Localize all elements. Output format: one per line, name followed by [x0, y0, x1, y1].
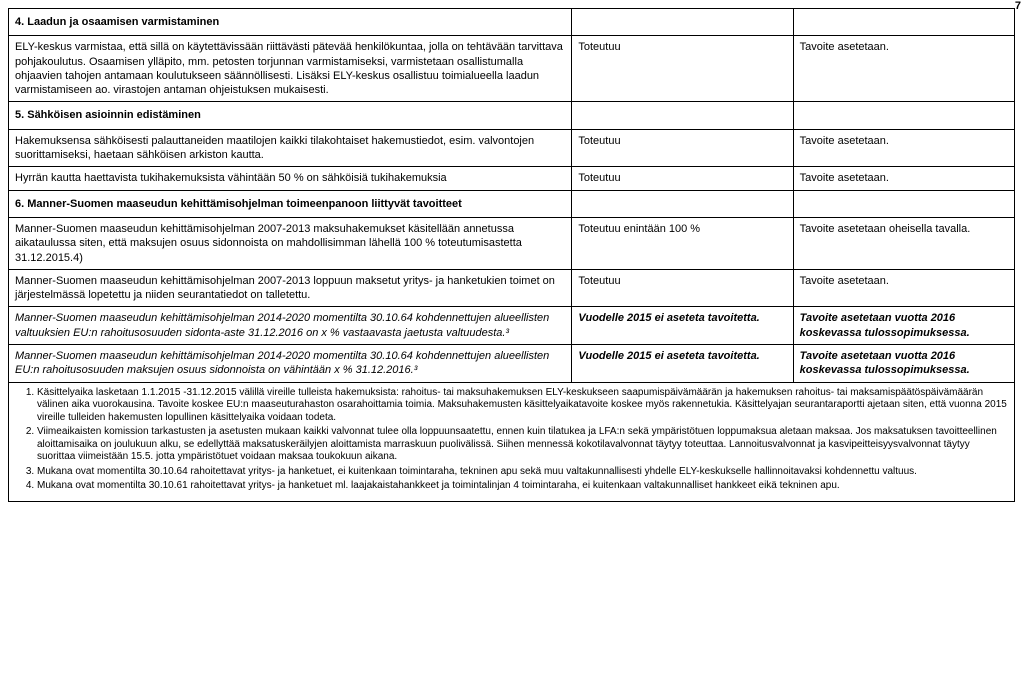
table-row: Hakemuksensa sähköisesti palauttaneiden … [9, 129, 1015, 167]
table-row: 6. Manner-Suomen maaseudun kehittämisohj… [9, 190, 1015, 217]
cell-description: Manner-Suomen maaseudun kehittämisohjelm… [9, 345, 572, 383]
cell-status [572, 9, 793, 36]
cell-status: Toteutuu enintään 100 % [572, 217, 793, 269]
cell-description: 5. Sähköisen asioinnin edistäminen [9, 102, 572, 129]
cell-target: Tavoite asetetaan. [793, 269, 1014, 307]
cell-description: Manner-Suomen maaseudun kehittämisohjelm… [9, 217, 572, 269]
cell-target: Tavoite asetetaan vuotta 2016 koskevassa… [793, 307, 1014, 345]
cell-status [572, 190, 793, 217]
cell-description: Manner-Suomen maaseudun kehittämisohjelm… [9, 307, 572, 345]
cell-target: Tavoite asetetaan oheisella tavalla. [793, 217, 1014, 269]
cell-status: Toteutuu [572, 36, 793, 102]
cell-description: Manner-Suomen maaseudun kehittämisohjelm… [9, 269, 572, 307]
cell-target: Tavoite asetetaan. [793, 167, 1014, 190]
table-row: Manner-Suomen maaseudun kehittämisohjelm… [9, 345, 1015, 383]
cell-status: Toteutuu [572, 167, 793, 190]
cell-description: ELY-keskus varmistaa, että sillä on käyt… [9, 36, 572, 102]
cell-description: 6. Manner-Suomen maaseudun kehittämisohj… [9, 190, 572, 217]
cell-target [793, 9, 1014, 36]
cell-status: Vuodelle 2015 ei aseteta tavoitetta. [572, 307, 793, 345]
cell-target [793, 190, 1014, 217]
cell-target: Tavoite asetetaan. [793, 129, 1014, 167]
footnote-item: Viimeaikaisten komission tarkastusten ja… [37, 426, 1008, 464]
cell-status [572, 102, 793, 129]
table-row: ELY-keskus varmistaa, että sillä on käyt… [9, 36, 1015, 102]
table-row: Manner-Suomen maaseudun kehittämisohjelm… [9, 217, 1015, 269]
cell-status: Toteutuu [572, 129, 793, 167]
footnote-list: Käsittelyaika lasketaan 1.1.2015 -31.12.… [15, 387, 1008, 493]
table-row: 4. Laadun ja osaamisen varmistaminen [9, 9, 1015, 36]
cell-description: Hakemuksensa sähköisesti palauttaneiden … [9, 129, 572, 167]
table-row: Hyrrän kautta haettavista tukihakemuksis… [9, 167, 1015, 190]
table-row: 5. Sähköisen asioinnin edistäminen [9, 102, 1015, 129]
cell-target [793, 102, 1014, 129]
cell-target: Tavoite asetetaan. [793, 36, 1014, 102]
footnote-item: Mukana ovat momentilta 30.10.61 rahoitet… [37, 480, 1008, 493]
cell-status: Vuodelle 2015 ei aseteta tavoitetta. [572, 345, 793, 383]
document-table: 4. Laadun ja osaamisen varmistaminenELY-… [8, 8, 1015, 383]
cell-description: 4. Laadun ja osaamisen varmistaminen [9, 9, 572, 36]
cell-target: Tavoite asetetaan vuotta 2016 koskevassa… [793, 345, 1014, 383]
table-row: Manner-Suomen maaseudun kehittämisohjelm… [9, 269, 1015, 307]
cell-description: Hyrrän kautta haettavista tukihakemuksis… [9, 167, 572, 190]
table-row: Manner-Suomen maaseudun kehittämisohjelm… [9, 307, 1015, 345]
footnotes-block: Käsittelyaika lasketaan 1.1.2015 -31.12.… [8, 383, 1015, 502]
page-number: 7 [1015, 0, 1021, 12]
cell-status: Toteutuu [572, 269, 793, 307]
footnote-item: Käsittelyaika lasketaan 1.1.2015 -31.12.… [37, 387, 1008, 425]
footnote-item: Mukana ovat momentilta 30.10.64 rahoitet… [37, 466, 1008, 479]
